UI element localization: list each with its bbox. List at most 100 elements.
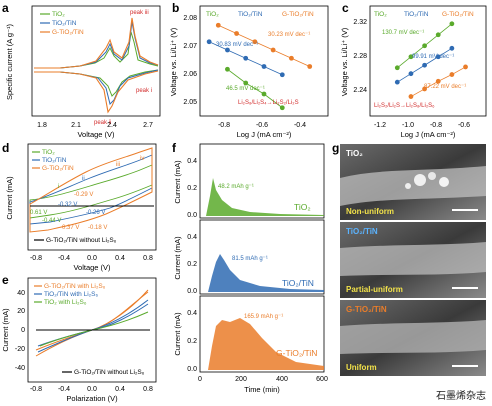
panel-c-axes: [369, 5, 487, 117]
e-ytick-0: -40: [15, 365, 25, 372]
panel-f-letter: f: [172, 141, 177, 155]
c-points-point-0-1: [408, 54, 414, 60]
d-peak-iv: iv: [140, 156, 144, 162]
a-xtick-0: 1.8: [37, 122, 47, 129]
watermark-text: 石墨烯杂志: [436, 391, 486, 402]
d-xtick-2: 0.0: [87, 255, 97, 262]
cv-curve-gtio2tin: [34, 17, 159, 114]
panel-a: a TiO₂ TiO₂/TiN G-TiO₂/TiN peak iii peak…: [2, 1, 161, 139]
c-ytick-1: 2.28: [353, 53, 367, 60]
b-points-point-1-3: [261, 64, 267, 69]
peak-iii-label: peak iii: [130, 10, 149, 16]
c-xtick-0: -1.2: [374, 122, 386, 129]
panel-c: c TiO₂ TiO₂/TiN G-TiO₂/TiN 130.7 mV dec⁻…: [340, 1, 487, 139]
b-slope-tin: 30.83 mV dec⁻¹: [216, 42, 258, 48]
panel-b-letter: b: [172, 1, 179, 15]
c-xtick-2: -0.8: [430, 122, 442, 129]
a-ylabel: Specific current (A g⁻¹): [5, 23, 14, 100]
c-points-point-1-3: [435, 54, 441, 60]
b-ytick-2: 2.07: [183, 43, 197, 50]
legend-tio2: TiO₂: [52, 11, 65, 18]
e-legend-1: TiO₂/TiN with Li₂S₆: [44, 291, 99, 298]
a-xtick-2: 2.4: [107, 122, 117, 129]
sem-particle-2: [428, 172, 436, 180]
f-axes-tio2tin: [199, 219, 325, 295]
sem-particle-3: [439, 177, 449, 187]
sem-caption-tio2: Non-uniform: [346, 207, 394, 216]
sem-caption-tio2tin: Partial-uniform: [346, 285, 403, 294]
c-legend-tio2: TiO₂: [374, 11, 387, 18]
c-reaction: Li₂S₂/Li₂S→Li₂S₈/Li₂S₆: [374, 103, 435, 109]
d-legend-tio2: TiO₂: [42, 149, 55, 156]
b-xlabel: Log J (mA cm⁻²): [237, 130, 292, 139]
panel-e-letter: e: [2, 273, 9, 287]
sem-title-gtio2tin: G-TiO₂/TiN: [346, 305, 387, 314]
b-points-point-1-2: [243, 55, 249, 61]
f-axes-gtio2tin: [199, 295, 325, 373]
f-ytick-1-2: 0.4: [187, 158, 197, 165]
c-ytick-0: 2.24: [353, 87, 367, 94]
c-points-point-0-0: [394, 65, 400, 71]
f-ytick-2-2: 0.4: [187, 234, 197, 241]
d-legend-without: G-TiO₂/TiN without Li₂S₆: [46, 237, 117, 244]
b-xtick-1: -0.6: [256, 122, 268, 129]
c-points-point-0-4: [449, 21, 455, 27]
e-xtick-2: 0.0: [87, 386, 97, 393]
panel-b: b TiO₂ TiO₂/TiN G-TiO₂/TiN 30.23 mV dec⁻…: [169, 1, 329, 139]
panel-g-letter: g: [332, 141, 339, 155]
f-ytick-3-0: 0.0: [187, 366, 197, 373]
panel-b-axes: [199, 5, 329, 117]
d-xtick-3: 0.4: [115, 255, 125, 262]
legend-gtio2tin: G-TiO₂/TiN: [52, 29, 84, 36]
d-ann-029: -0.29 V: [74, 192, 93, 198]
panel-g: g TiO₂ Non-uniform TiO₂/TiN Partial-unif…: [332, 141, 486, 376]
f-xtick-1: 200: [235, 376, 247, 383]
b-reaction: Li₂S₈/Li₂S₄→Li₂S₂/Li₂S: [238, 100, 299, 106]
d-xtick-0: -0.8: [30, 255, 42, 262]
panel-d-letter: d: [2, 141, 9, 155]
d-peak-iii: iii: [116, 162, 120, 168]
panel-d-axes: [27, 143, 157, 251]
sem-caption-gtio2tin: Uniform: [346, 363, 377, 372]
e-ytick-4: 40: [17, 290, 25, 297]
b-xtick-0: -0.8: [218, 122, 230, 129]
f-ytick-2-1: 0.2: [187, 261, 197, 268]
b-legend-gtio2tin: G-TiO₂/TiN: [282, 11, 314, 18]
sem-particle-1: [414, 174, 426, 186]
c-xtick-3: -0.6: [458, 122, 470, 129]
f-ytick-1-0: 0.0: [187, 212, 197, 219]
f-name-gtio2tin: G-TiO₂/TiN: [276, 348, 317, 358]
e-xtick-3: 0.4: [115, 386, 125, 393]
b-points-fit-line-2: [227, 68, 283, 109]
c-points-point-1-0: [394, 79, 400, 85]
d-ann-044: -0.44 V: [42, 218, 61, 224]
d-ylabel: Current (mA): [5, 176, 14, 220]
d-ann-061: 0.61 V: [30, 210, 47, 216]
c-slope-tio2: 130.7 mV dec⁻¹: [382, 30, 424, 36]
d-xlabel: Voltage (V): [73, 263, 111, 272]
c-ytick-2: 2.32: [353, 19, 367, 26]
b-points-point-0-0: [215, 22, 221, 28]
c-points-point-0-3: [435, 32, 441, 38]
c-points-point-2-1: [422, 86, 427, 92]
f-ytick-3-2: 0.4: [187, 310, 197, 317]
b-ytick-3: 2.08: [183, 15, 197, 22]
c-points-point-0-2: [422, 43, 427, 49]
d-legend-gtio2tin: G-TiO₂/TiN: [42, 165, 74, 172]
f-name-tio2: TiO₂: [294, 202, 311, 212]
sem-particle-4: [405, 183, 411, 189]
b-legend-tio2: TiO₂: [206, 11, 219, 18]
b-slope-tio2: 46.5 mV dec⁻¹: [226, 86, 265, 92]
b-ylabel: Voltage vs. Li/Li⁺ (V): [169, 27, 178, 96]
f-xtick-0: 0: [198, 376, 202, 383]
panel-a-letter: a: [2, 1, 9, 15]
b-points-point-0-4: [289, 55, 294, 61]
b-points-point-1-4: [279, 72, 285, 78]
f-area-gtio2tin: [200, 318, 324, 370]
f-ytick-2-0: 0.0: [187, 288, 197, 295]
f-ytick-1-1: 0.2: [187, 185, 197, 192]
f-area-tio2tin: [200, 254, 324, 292]
f-name-tio2tin: TiO₂/TiN: [282, 278, 314, 288]
f-xtick-3: 600: [316, 376, 328, 383]
